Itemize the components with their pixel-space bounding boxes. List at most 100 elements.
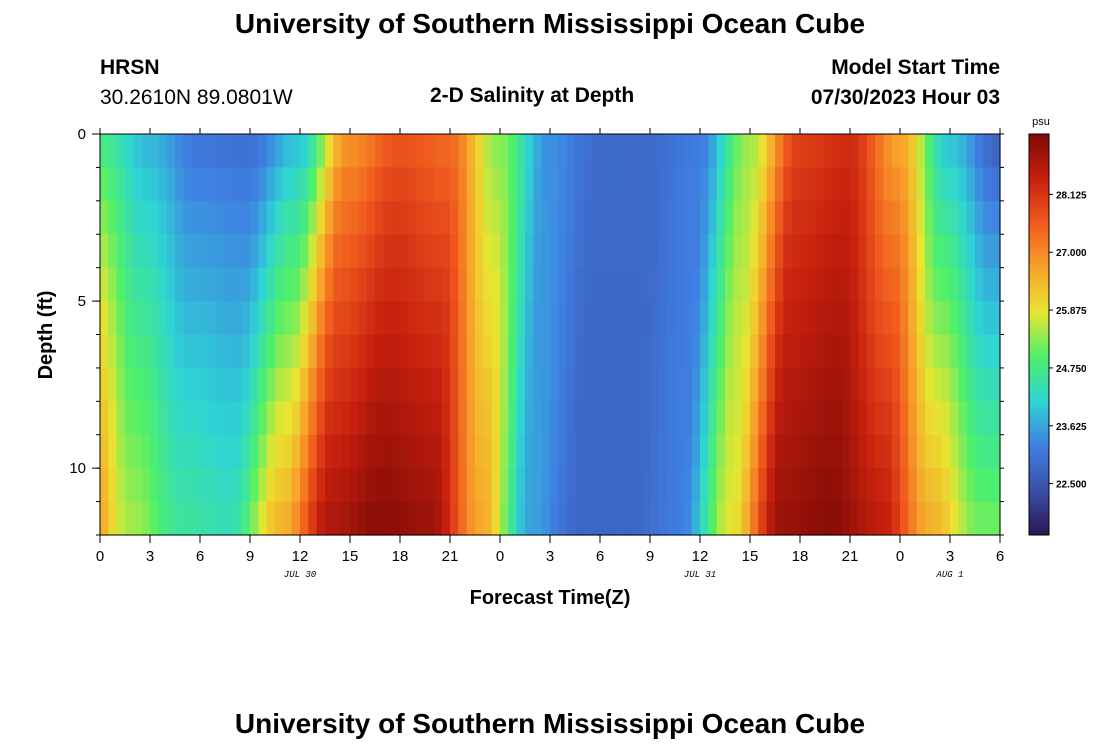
heatmap-cell [416, 301, 426, 336]
heatmap-cell [725, 234, 734, 269]
heatmap-cell [800, 167, 809, 202]
colorbar-tick-label: 25.875 [1056, 306, 1087, 317]
heatmap-cell [150, 167, 159, 202]
heatmap-cell [416, 234, 426, 269]
heatmap-cell [208, 301, 218, 336]
heatmap-cell [741, 301, 751, 336]
heatmap-cell [691, 301, 701, 336]
heatmap-cell [483, 401, 493, 436]
heatmap-cell [516, 200, 526, 235]
heatmap-cell [208, 200, 218, 235]
heatmap-cell [116, 200, 126, 235]
heatmap-cell [850, 301, 859, 336]
heatmap-cell [991, 401, 1001, 436]
heatmap-cell [491, 200, 501, 235]
heatmap-cell [891, 434, 901, 469]
heatmap-cell [475, 234, 484, 269]
heatmap-cell [516, 301, 526, 336]
heatmap-cell [116, 167, 126, 202]
heatmap-cell [566, 401, 576, 436]
heatmap-cell [891, 200, 901, 235]
heatmap-cell [825, 267, 834, 302]
heatmap-cell [733, 501, 743, 536]
heatmap-cell [341, 501, 351, 536]
heatmap-cell [291, 434, 301, 469]
heatmap-cell [841, 234, 851, 269]
heatmap-cell [858, 501, 868, 536]
heatmap-cell [625, 234, 634, 269]
heatmap-cell [850, 167, 859, 202]
heatmap-cell [858, 367, 868, 402]
heatmap-cell [791, 234, 801, 269]
heatmap-cell [325, 367, 334, 402]
heatmap-cell [291, 367, 301, 402]
heatmap-cell [508, 367, 518, 402]
x-tick-label: 12 [692, 548, 709, 565]
heatmap-cell [150, 267, 159, 302]
heatmap-cell [233, 434, 243, 469]
heatmap-cell [991, 367, 1001, 402]
heatmap-cell [441, 367, 451, 402]
heatmap-cell [250, 267, 259, 302]
heatmap-cell [583, 468, 593, 503]
heatmap-cell [550, 200, 559, 235]
heatmap-cell [658, 234, 668, 269]
heatmap-cell [591, 501, 601, 536]
heatmap-cell [316, 501, 326, 536]
heatmap-cell [250, 301, 259, 336]
heatmap-cell [408, 134, 418, 169]
heatmap-cell [675, 401, 684, 436]
heatmap-cell [133, 267, 143, 302]
heatmap-cell [733, 167, 743, 202]
heatmap-cell [650, 434, 659, 469]
heatmap-cell [800, 267, 809, 302]
heatmap-cell [250, 434, 259, 469]
heatmap-cell [100, 468, 109, 503]
heatmap-cell [941, 501, 951, 536]
heatmap-cell [108, 334, 118, 369]
heatmap-cell [375, 234, 384, 269]
heatmap-cell [366, 468, 376, 503]
heatmap-cell [908, 468, 918, 503]
heatmap-cell [900, 434, 909, 469]
heatmap-cell [800, 367, 809, 402]
heatmap-cell [858, 301, 868, 336]
heatmap-cell [183, 301, 193, 336]
heatmap-cell [375, 267, 384, 302]
heatmap-cell [566, 501, 576, 536]
heatmap-cell [583, 134, 593, 169]
heatmap-cell [675, 501, 684, 536]
heatmap-cell [850, 200, 859, 235]
heatmap-cell [558, 468, 568, 503]
heatmap-cell [383, 334, 393, 369]
heatmap-cell [766, 234, 776, 269]
heatmap-cell [483, 267, 493, 302]
heatmap-cell [825, 468, 834, 503]
heatmap-cell [125, 234, 134, 269]
heatmap-cell [800, 334, 809, 369]
heatmap-cell [283, 334, 293, 369]
heatmap-cell [150, 367, 159, 402]
heatmap-cell [250, 334, 259, 369]
heatmap-cell [250, 501, 259, 536]
heatmap-cell [925, 134, 934, 169]
heatmap-cell [525, 134, 534, 169]
heatmap-cell [725, 267, 734, 302]
heatmap-cell [658, 167, 668, 202]
heatmap-cell [941, 367, 951, 402]
heatmap-cell [766, 468, 776, 503]
heatmap-cell [883, 334, 893, 369]
heatmap-cell [100, 267, 109, 302]
heatmap-cell [416, 401, 426, 436]
heatmap-cell [858, 334, 868, 369]
heatmap-cell [608, 167, 618, 202]
heatmap-cell [266, 200, 276, 235]
heatmap-cell [458, 501, 468, 536]
heatmap-cell [633, 134, 643, 169]
heatmap-cell [616, 334, 626, 369]
heatmap-cell [516, 401, 526, 436]
heatmap-cell [708, 367, 718, 402]
heatmap-cell [816, 267, 826, 302]
heatmap-cell [741, 167, 751, 202]
heatmap-cell [458, 200, 468, 235]
